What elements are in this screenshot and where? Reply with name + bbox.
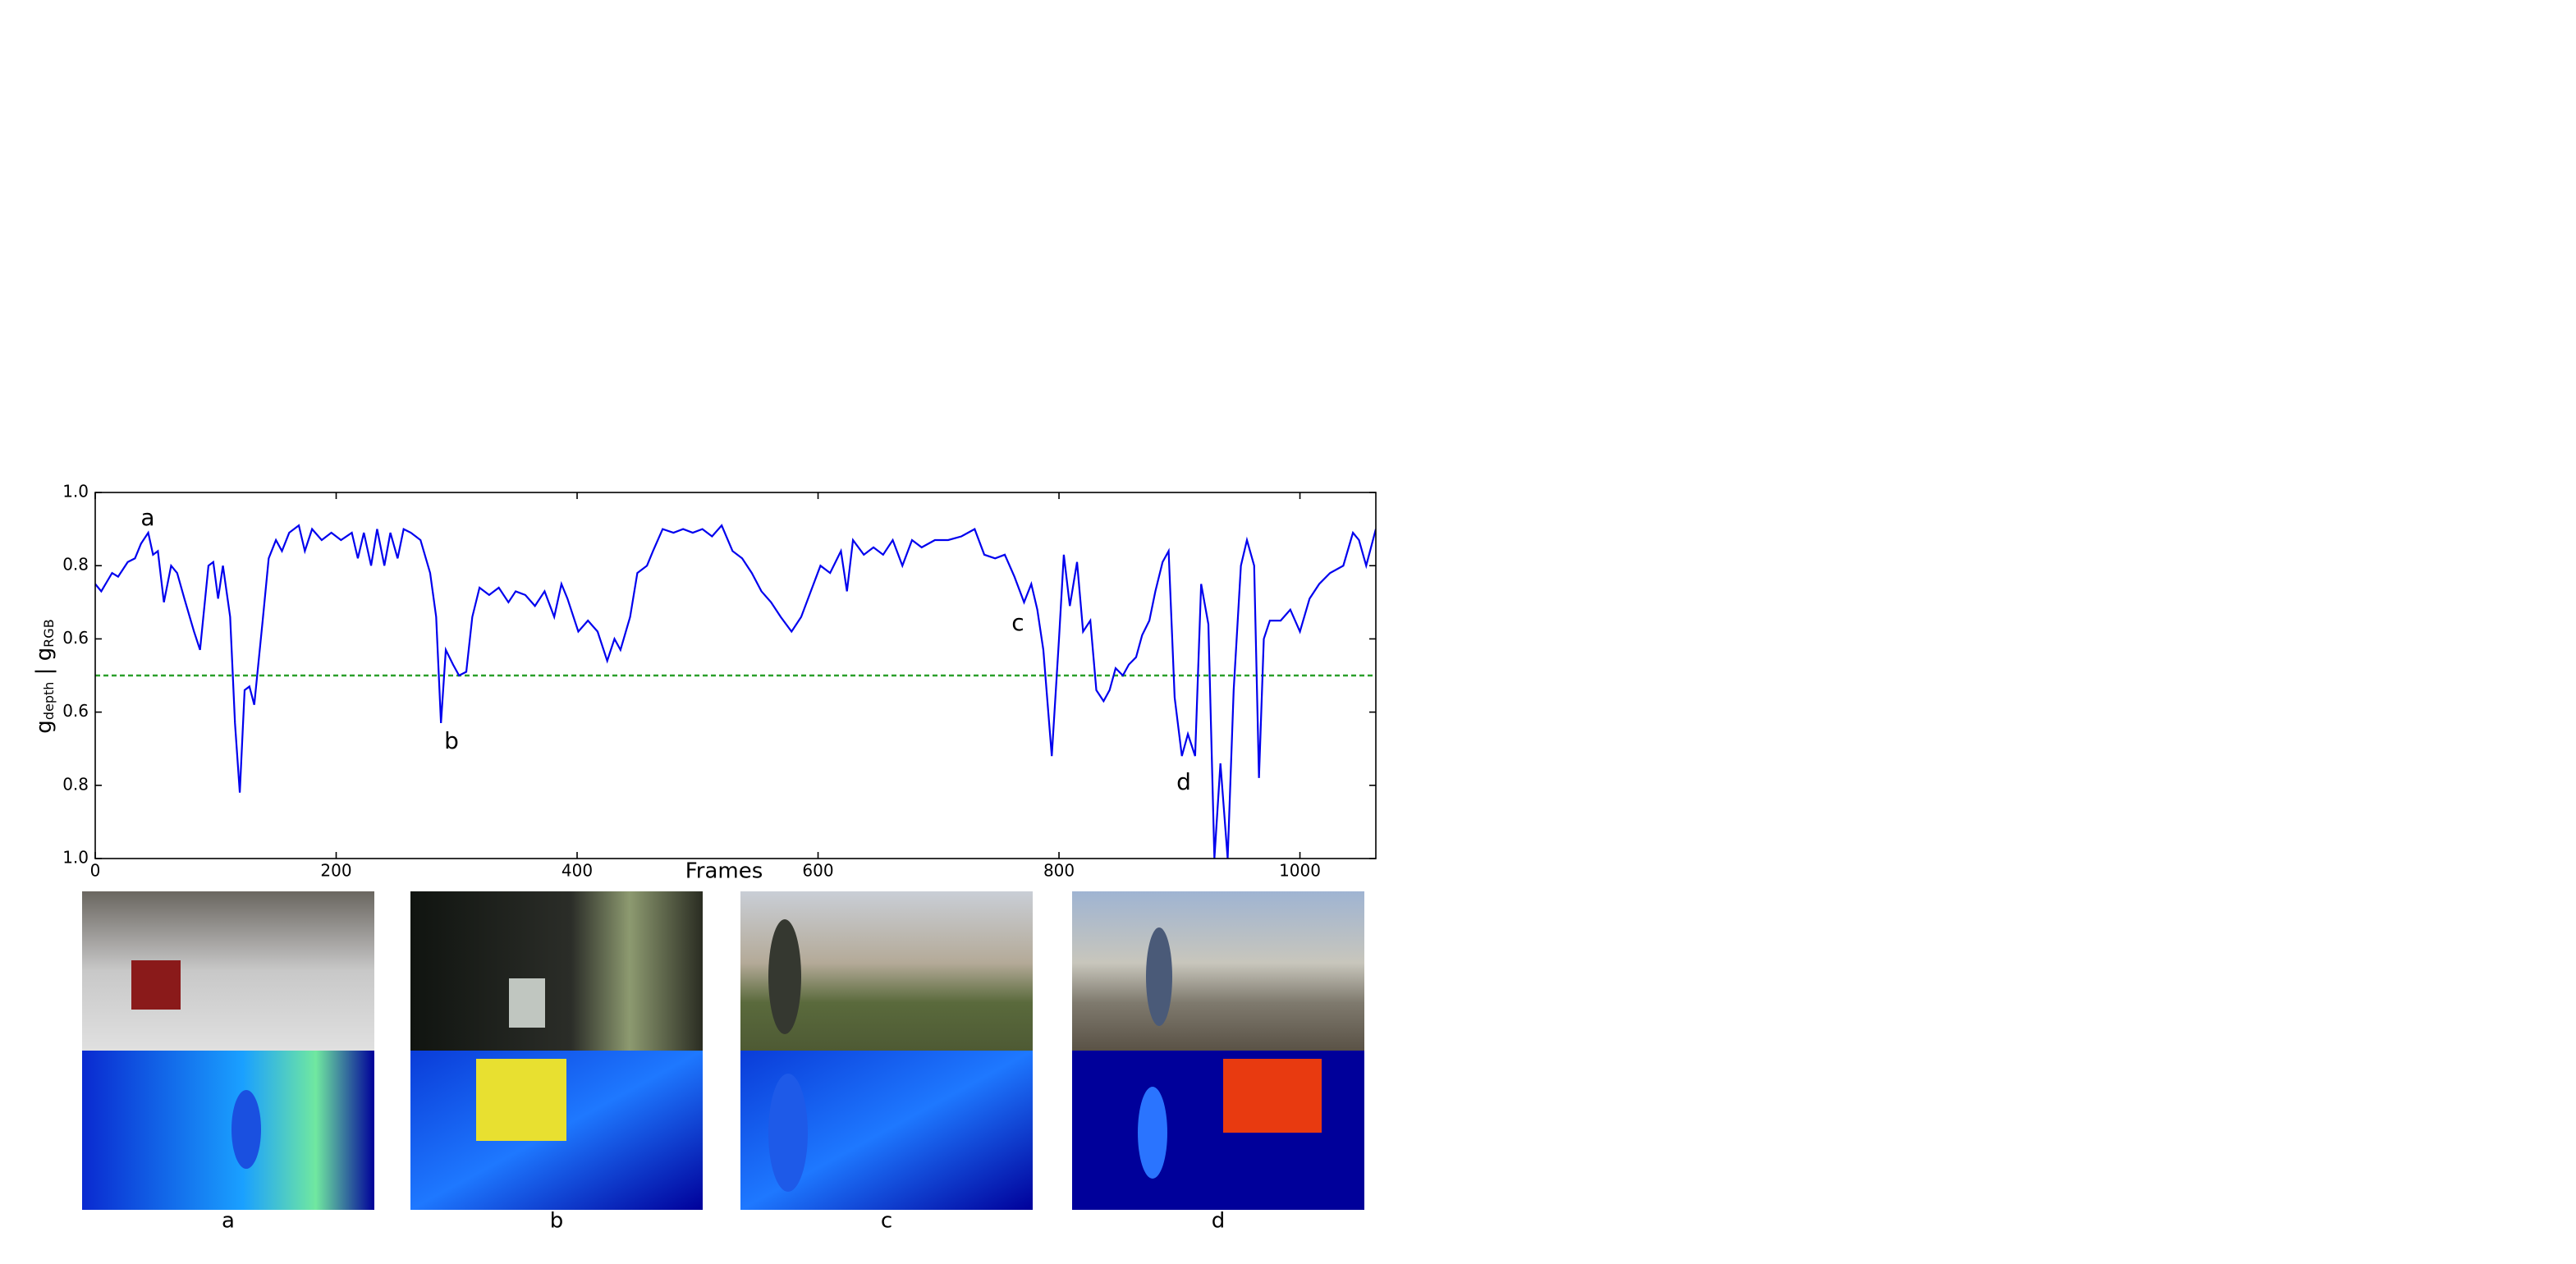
- annotation: d: [1176, 768, 1191, 795]
- y-tick-label: 1.0: [62, 482, 89, 501]
- image-panel-c: [740, 891, 1033, 1210]
- image-caption: a: [222, 1209, 235, 1234]
- rgb-image: [82, 891, 374, 1051]
- x-tick-label: 600: [802, 861, 833, 881]
- annotation: b: [444, 727, 459, 754]
- image-caption: c: [881, 1209, 892, 1234]
- depth-image-detail: [1223, 1059, 1322, 1133]
- image-panel-d: [1072, 891, 1364, 1210]
- y-axis-label: gdepth | gRGB: [32, 619, 57, 733]
- depth-image: [82, 1051, 374, 1210]
- y-tick-label: 0.8: [62, 555, 89, 575]
- y-axis-label-part: | g: [32, 648, 57, 682]
- x-axis-label: Frames: [685, 859, 763, 884]
- plot-frame: [94, 492, 1377, 859]
- rgb-image: [410, 891, 703, 1051]
- rgb-image-detail: [768, 919, 801, 1034]
- x-tick-label: 1000: [1279, 861, 1321, 881]
- depth-image-detail: [1138, 1087, 1167, 1179]
- x-tick-label: 400: [561, 861, 593, 881]
- annotation: a: [140, 504, 154, 531]
- y-tick-label: 0.6: [62, 628, 89, 648]
- rgb-image-detail: [509, 978, 545, 1028]
- rgb-image-detail: [1146, 927, 1172, 1026]
- rgb-image-detail: [131, 960, 181, 1010]
- data-line: [95, 524, 1376, 859]
- y-axis-label-subscript: depth: [41, 682, 57, 721]
- y-axis-label-subscript: RGB: [41, 619, 57, 648]
- x-tick-label: 800: [1043, 861, 1075, 881]
- depth-image-detail: [768, 1074, 808, 1192]
- x-tick-label: 0: [90, 861, 101, 881]
- depth-image-detail: [231, 1090, 261, 1169]
- x-tick-label: 200: [320, 861, 351, 881]
- y-axis-label-part: g: [32, 720, 57, 734]
- y-tick-label: 0.6: [62, 701, 89, 721]
- image-caption: d: [1212, 1209, 1226, 1234]
- depth-image-detail: [476, 1059, 566, 1141]
- y-tick-label: 1.0: [62, 848, 89, 868]
- rgb-image: [1072, 891, 1364, 1051]
- image-panel-a: [82, 891, 374, 1210]
- y-tick-label: 0.8: [62, 774, 89, 794]
- image-panel-b: [410, 891, 703, 1210]
- image-caption: b: [550, 1209, 564, 1234]
- annotation: c: [1011, 609, 1024, 636]
